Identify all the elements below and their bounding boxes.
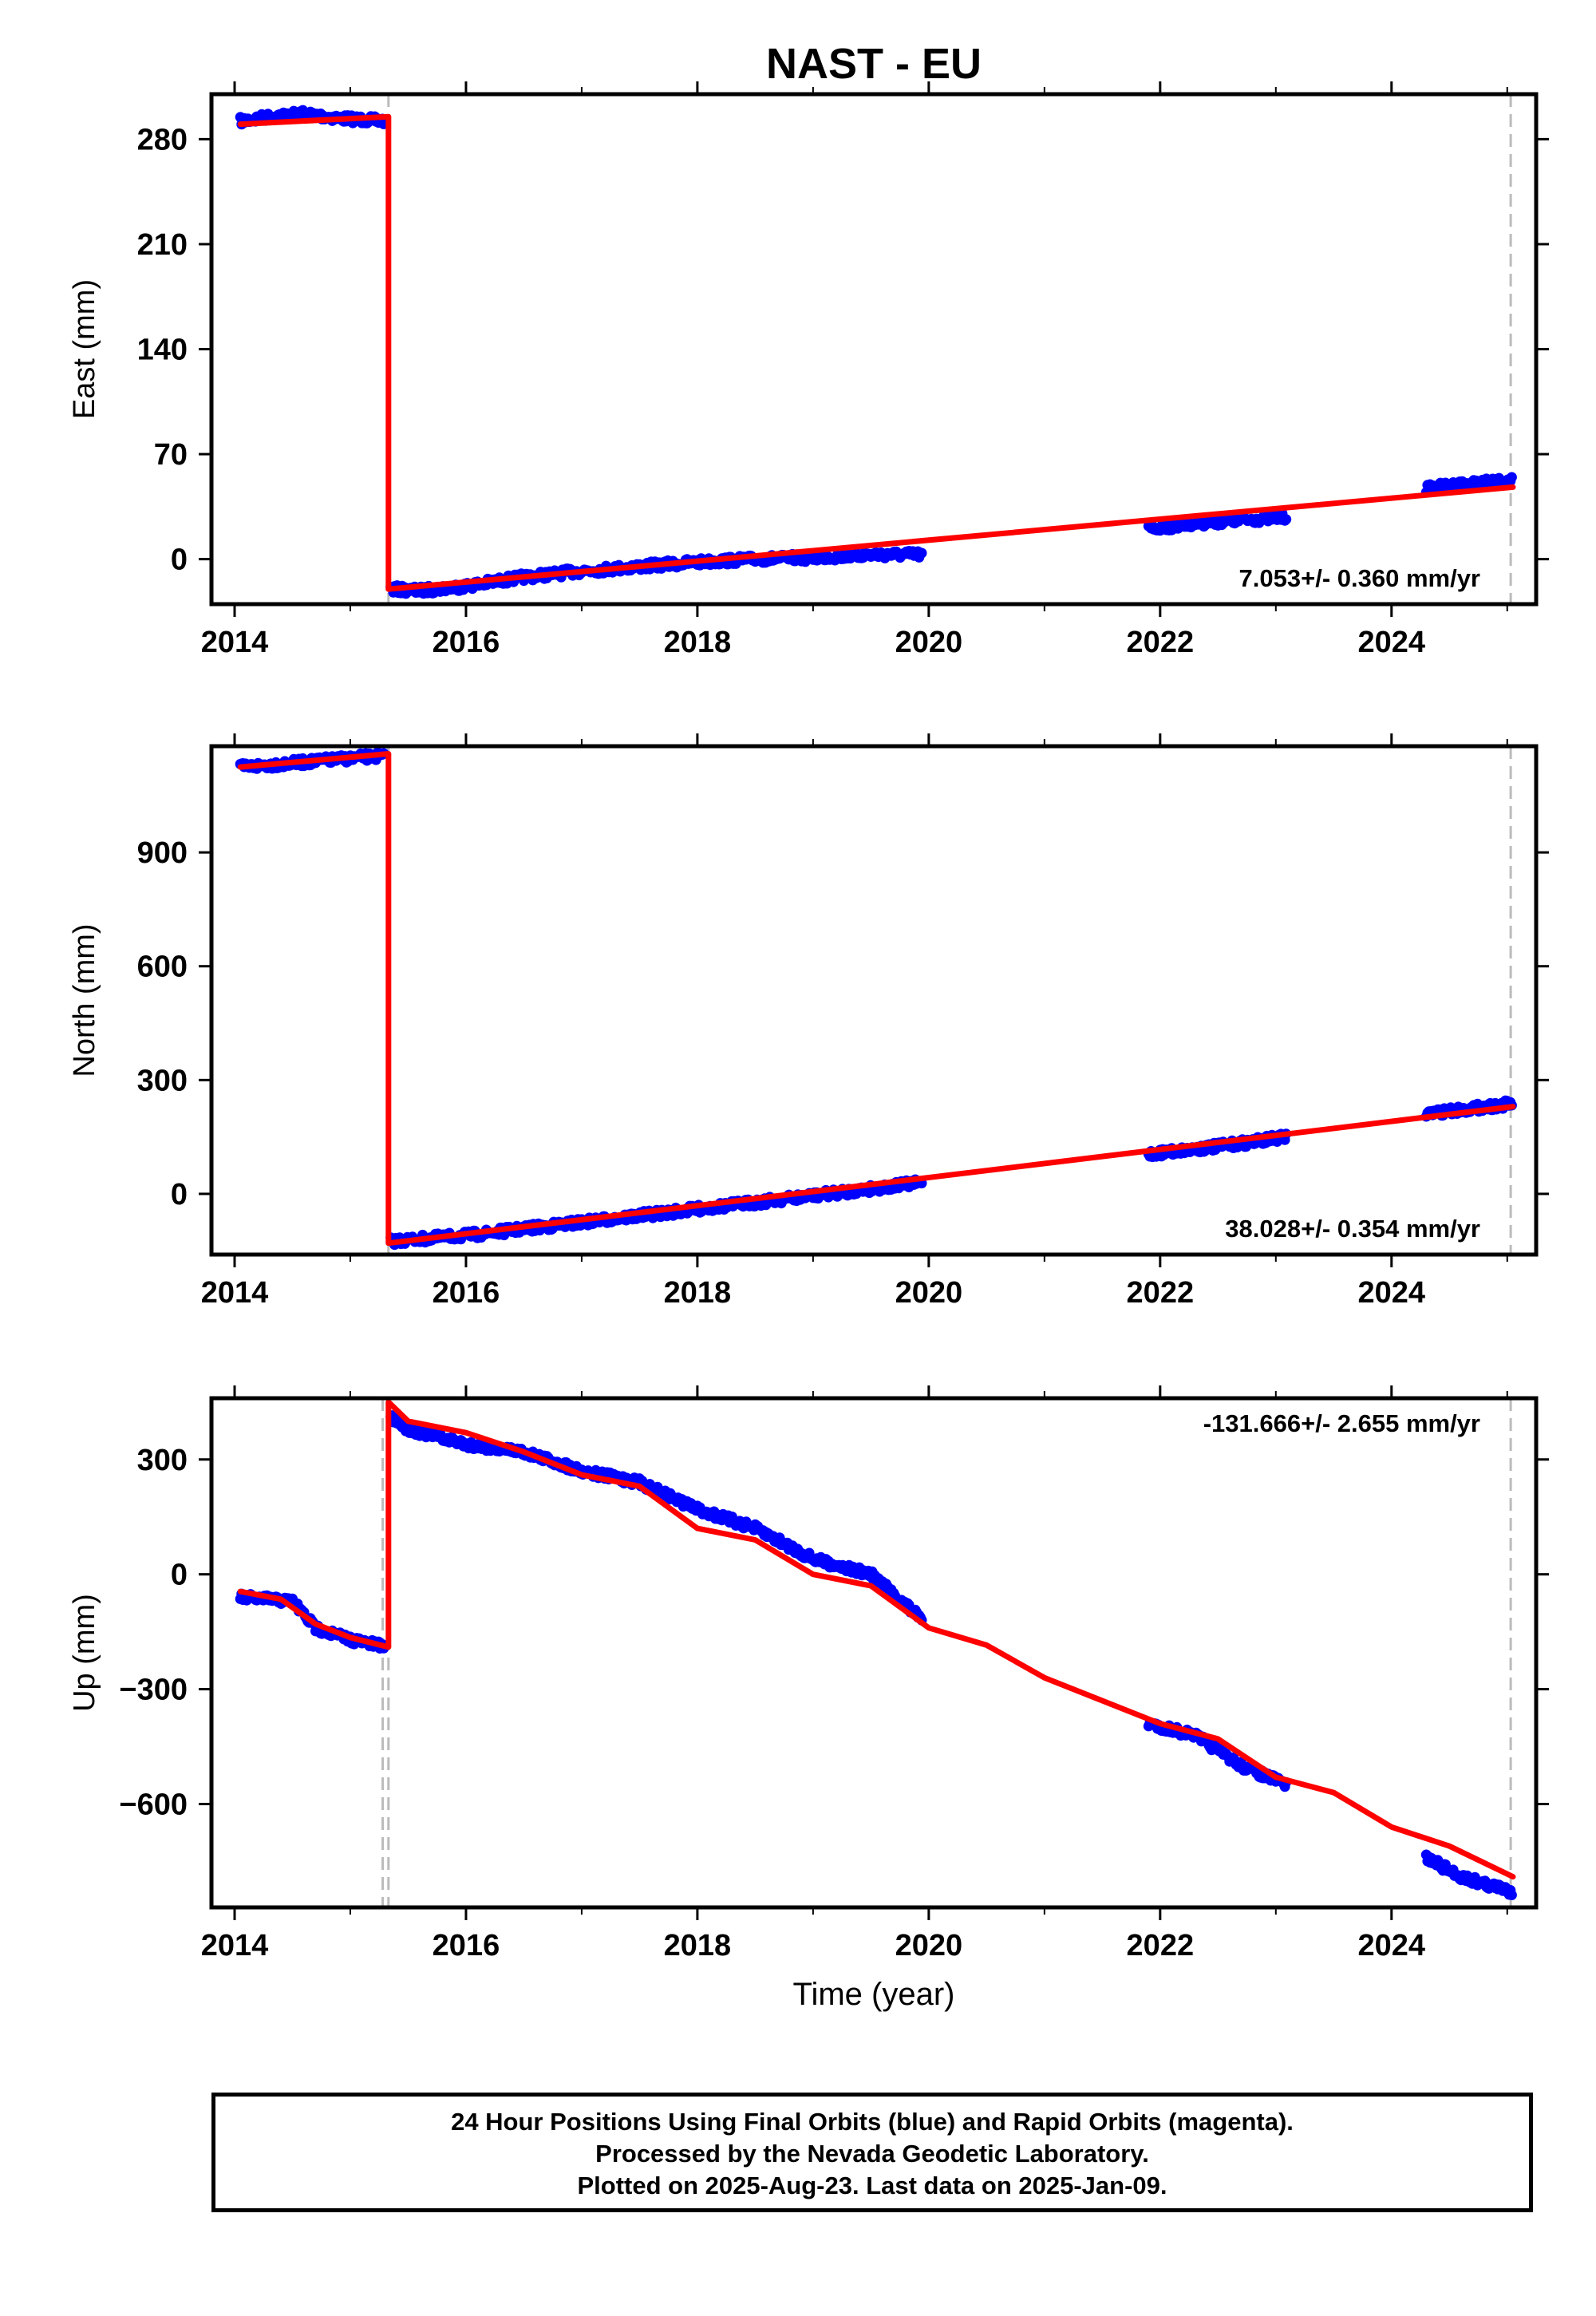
panel1-y-axis-title: East (mm) (68, 279, 101, 419)
caption-line-3: Plotted on 2025-Aug-23. Last data on 202… (577, 2172, 1167, 2199)
observation-point (1506, 472, 1517, 483)
panel2-xtick-label-3: 2020 (895, 1276, 963, 1310)
panel1-observations-segment-3 (1420, 472, 1517, 498)
panel1-ytick-label-1: 70 (154, 438, 188, 472)
panel3-model-segment-1 (385, 1399, 1516, 1880)
panel1-observations-segment-2 (1143, 508, 1292, 536)
panel1-rate-label: 7.053+/- 0.360 mm/yr (1239, 564, 1480, 592)
panel3-xtick-label-1: 2016 (433, 1929, 500, 1962)
panel1-frame (209, 92, 1539, 607)
panel1-observations-segment-1 (385, 546, 927, 599)
panel1-xtick-label-2: 2018 (664, 626, 732, 659)
panel1-ytick-label-4: 280 (137, 123, 188, 156)
panel2-model-segment-1 (385, 1104, 1516, 1247)
panel3-xtick-label-5: 2024 (1358, 1929, 1426, 1962)
panel3-xtick-label-0: 2014 (201, 1929, 269, 1962)
panel3-rate-label: -131.666+/- 2.655 mm/yr (1203, 1409, 1480, 1437)
panel2-ytick-label-1: 300 (137, 1064, 188, 1097)
panel2-xtick-label-4: 2022 (1127, 1276, 1195, 1310)
panel3-frame (209, 1396, 1539, 1910)
panel2-ytick-label-0: 0 (171, 1178, 188, 1211)
panel2-xtick-label-2: 2018 (664, 1276, 732, 1310)
observation-point (1281, 514, 1292, 525)
panel2-xtick-label-1: 2016 (433, 1276, 500, 1310)
caption-line-1: 24 Hour Positions Using Final Orbits (bl… (451, 2108, 1294, 2136)
panel2-xtick-label-0: 2014 (201, 1276, 269, 1310)
panel3-ytick-label-0: −600 (119, 1788, 188, 1821)
panel1-xtick-label-0: 2014 (201, 626, 269, 659)
panel3-y-axis-title: Up (mm) (68, 1594, 101, 1712)
panel2-rate-label: 38.028+/- 0.354 mm/yr (1225, 1215, 1480, 1243)
panel1-ytick-label-2: 140 (137, 334, 188, 367)
panel2-y-axis-title: North (mm) (68, 923, 101, 1077)
panel3-ytick-label-1: −300 (119, 1674, 188, 1707)
panel2-ytick-label-3: 900 (137, 836, 188, 870)
panel1-ytick-label-3: 210 (137, 228, 188, 262)
panel1-model-segment-1 (385, 484, 1516, 592)
observation-point (916, 547, 927, 559)
panel1-xtick-label-3: 2020 (895, 626, 963, 659)
panel2-ytick-label-2: 600 (137, 951, 188, 984)
panel1-xtick-label-5: 2024 (1358, 626, 1426, 659)
panel3-model-segment-0 (237, 1588, 392, 1650)
panel1-xtick-label-1: 2016 (433, 626, 500, 659)
panel2-xtick-label-5: 2024 (1358, 1276, 1426, 1310)
panel3-observations-segment-3 (1420, 1849, 1517, 1900)
chart-title: NAST - EU (766, 40, 982, 88)
panel3-observations-segment-2 (1143, 1717, 1292, 1792)
panel3-xtick-label-4: 2022 (1127, 1929, 1195, 1962)
panel1-ytick-label-0: 0 (171, 543, 188, 577)
panel3-xtick-label-2: 2018 (664, 1929, 732, 1962)
panel3-xtick-label-3: 2020 (895, 1929, 963, 1962)
panel1-model-segment-0 (237, 113, 392, 128)
x-axis-title: Time (year) (793, 1977, 955, 2012)
panel2-frame (209, 744, 1539, 1257)
panel3-ytick-label-2: 0 (171, 1559, 188, 1592)
caption-box: 24 Hour Positions Using Final Orbits (bl… (211, 2093, 1533, 2212)
caption-line-2: Processed by the Nevada Geodetic Laborat… (595, 2140, 1149, 2168)
observation-point (1506, 1890, 1517, 1900)
panel3-observations-segment-1 (385, 1410, 927, 1626)
panel2-model-segment-0 (237, 751, 392, 770)
panel3-ytick-label-3: 300 (137, 1444, 188, 1477)
panel1-xtick-label-4: 2022 (1127, 626, 1195, 659)
